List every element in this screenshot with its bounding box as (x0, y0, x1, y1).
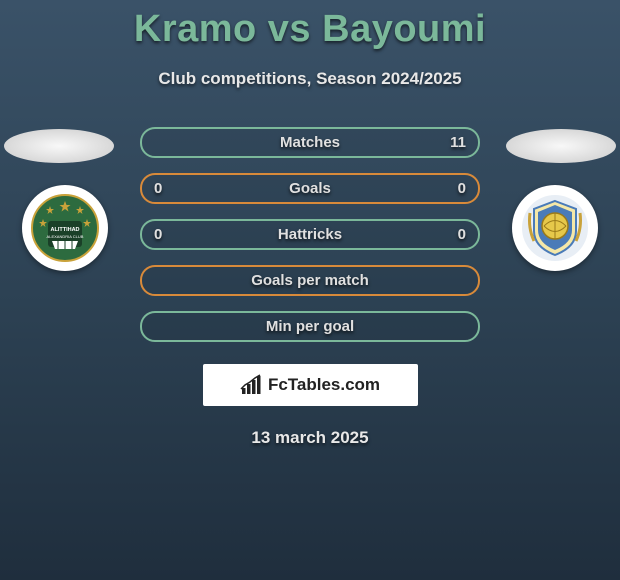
watermark[interactable]: FcTables.com (203, 364, 418, 406)
stat-left-value: 0 (154, 180, 162, 197)
stat-left-value: 0 (154, 226, 162, 243)
stat-row-min-per-goal: Min per goal (140, 311, 480, 342)
svg-text:ALITTIHAD: ALITTIHAD (50, 227, 79, 233)
stat-row-matches: Matches 11 (140, 127, 480, 158)
stat-label: Matches (280, 134, 340, 151)
stat-label: Hattricks (278, 226, 342, 243)
player-avatar-right (506, 129, 616, 163)
stat-row-goals: 0 Goals 0 (140, 173, 480, 204)
stat-right-value: 11 (450, 134, 466, 151)
stat-right-value: 0 (458, 226, 466, 243)
player-avatar-left (4, 129, 114, 163)
subtitle: Club competitions, Season 2024/2025 (0, 69, 620, 89)
ismaily-crest-icon (520, 193, 590, 263)
stat-row-goals-per-match: Goals per match (140, 265, 480, 296)
svg-text:ALEXANDRIA CLUB: ALEXANDRIA CLUB (47, 234, 84, 239)
club-badge-left: ALITTIHAD ALEXANDRIA CLUB (22, 185, 108, 271)
date-label: 13 march 2025 (0, 428, 620, 448)
stat-rows: Matches 11 0 Goals 0 0 Hattricks 0 Goals… (140, 127, 480, 342)
comparison-content: ALITTIHAD ALEXANDRIA CLUB Matches 11 (0, 127, 620, 448)
watermark-text: FcTables.com (268, 375, 380, 395)
stat-row-hattricks: 0 Hattricks 0 (140, 219, 480, 250)
stat-label: Min per goal (266, 318, 354, 335)
stat-label: Goals (289, 180, 331, 197)
al-ittihad-crest-icon: ALITTIHAD ALEXANDRIA CLUB (30, 193, 100, 263)
stat-right-value: 0 (458, 180, 466, 197)
club-badge-right (512, 185, 598, 271)
page-title: Kramo vs Bayoumi (0, 0, 620, 51)
stat-label: Goals per match (251, 272, 369, 289)
chart-icon (240, 374, 262, 396)
